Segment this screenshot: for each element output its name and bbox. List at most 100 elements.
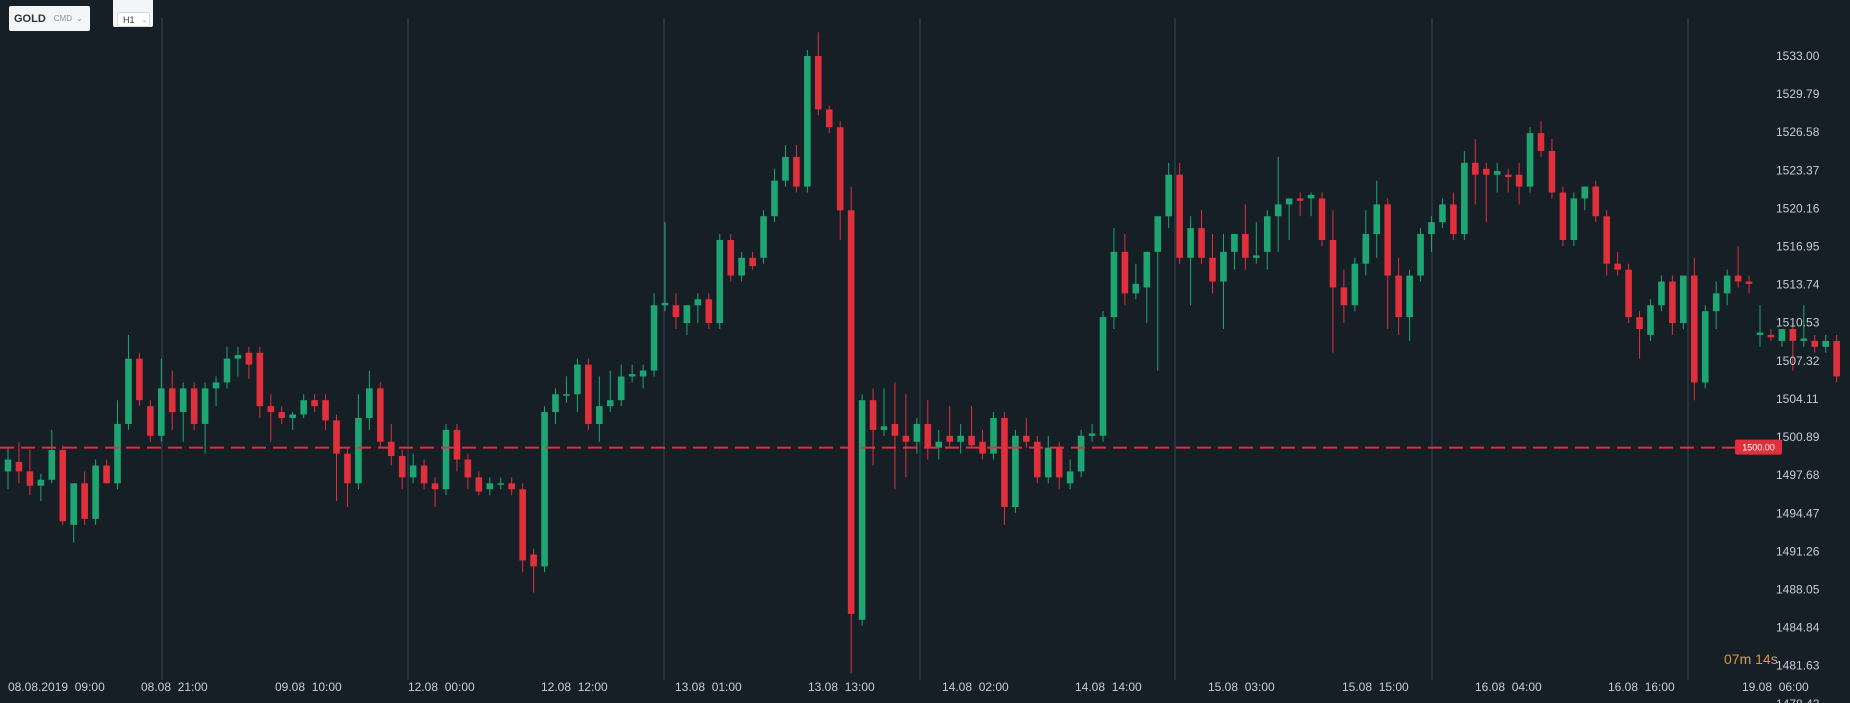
candle <box>1110 228 1118 329</box>
candle-body <box>563 394 570 396</box>
price-tick-label: 1513.74 <box>1776 278 1820 292</box>
candle <box>442 423 450 496</box>
candle <box>1285 198 1293 240</box>
timeframe-label: H1 <box>123 14 135 25</box>
candle <box>201 382 209 454</box>
candle-body <box>530 554 537 567</box>
candle <box>727 234 734 282</box>
candle-body <box>1811 340 1819 347</box>
candle-body <box>1614 263 1621 270</box>
candle <box>1822 334 1829 353</box>
candle-body <box>891 423 899 436</box>
candle-body <box>475 477 483 492</box>
candle-body <box>1647 305 1654 335</box>
candle <box>344 447 351 508</box>
candle-body <box>48 450 56 480</box>
candle <box>48 429 56 484</box>
candle-body <box>1669 281 1676 324</box>
candle <box>1417 228 1424 282</box>
price-tick-label: 1507.32 <box>1776 354 1820 368</box>
candle-body <box>223 358 231 383</box>
candle-body <box>1077 435 1085 472</box>
candle <box>1253 222 1260 264</box>
candle <box>409 453 417 484</box>
candle <box>1088 423 1096 442</box>
candle-body <box>1362 234 1370 264</box>
candle <box>650 293 658 377</box>
candle <box>968 406 975 448</box>
price-axis[interactable]: 1533.00 1529.79 1526.58 1523.37 1520.16 1516.… <box>1776 49 1820 703</box>
timeframe-selector[interactable]: H1 ⌄ <box>117 12 150 27</box>
candle-body <box>70 483 77 525</box>
candle <box>1734 245 1742 288</box>
candle <box>114 400 121 490</box>
candle-body <box>158 388 165 436</box>
candle <box>1493 162 1501 193</box>
candle <box>508 477 515 496</box>
candle-body <box>946 435 953 442</box>
session-separators <box>161 18 1689 680</box>
candle <box>234 346 242 377</box>
candle-body <box>1439 204 1446 223</box>
candle <box>300 394 307 419</box>
candle <box>70 483 77 543</box>
candle <box>1515 162 1523 205</box>
candle <box>585 358 592 430</box>
candle-body <box>628 374 636 377</box>
candle-body <box>1723 275 1731 294</box>
candle-body <box>1592 186 1600 217</box>
candle-body <box>606 400 614 407</box>
candle <box>1756 305 1764 347</box>
candle-body <box>1143 251 1151 288</box>
symbol-type-label: CMD <box>53 14 72 23</box>
candle-body <box>1165 174 1172 217</box>
price-tick-label: 1520.16 <box>1776 201 1820 215</box>
candle-body <box>793 156 800 187</box>
candle <box>1592 180 1600 223</box>
candle <box>92 459 99 525</box>
candle <box>179 382 187 442</box>
candle <box>628 364 636 383</box>
candle-body <box>1789 328 1797 341</box>
symbol-selector[interactable]: GOLD CMD ⌄ <box>9 6 90 31</box>
candle-body <box>15 461 23 472</box>
price-tick-label: 1500.89 <box>1776 430 1820 444</box>
candle-body <box>771 180 778 217</box>
candle <box>683 305 691 335</box>
candle <box>1176 162 1183 264</box>
candle <box>168 370 176 430</box>
countdown-seconds-unit: s <box>1770 651 1778 667</box>
time-tick-label: 09.08 10:00 <box>275 680 342 694</box>
candle-body <box>278 412 286 419</box>
candle <box>1077 429 1085 478</box>
candle-body <box>574 364 581 395</box>
candle <box>1263 210 1271 270</box>
candle <box>1034 435 1041 484</box>
candle-body <box>1603 216 1610 264</box>
candle <box>1044 435 1052 484</box>
candle <box>891 382 899 490</box>
candle-body <box>26 471 34 486</box>
candle <box>1439 198 1446 229</box>
candle-body <box>1800 338 1808 341</box>
candle-body <box>212 382 220 389</box>
candle-body <box>836 127 844 211</box>
current-price-tag-box <box>1735 439 1782 455</box>
candle-body <box>694 299 702 306</box>
candle <box>858 394 866 626</box>
candle <box>672 293 680 329</box>
candle <box>1001 412 1008 525</box>
candle-body <box>168 388 176 413</box>
time-tick-label: 16.08 04:00 <box>1475 680 1542 694</box>
candle <box>847 186 855 674</box>
candle <box>1143 251 1151 324</box>
candle <box>278 406 286 424</box>
candle-body <box>738 257 745 276</box>
countdown-seconds: 14 <box>1755 651 1771 667</box>
candle-body <box>1712 293 1720 312</box>
candle-body <box>1296 198 1304 201</box>
current-price-tag-label: 1500.00 <box>1742 443 1775 453</box>
time-axis[interactable]: 08.08.2019 09:00 08.08 21:00 09.08 10:00 12… <box>8 680 1809 694</box>
candle-body <box>1187 228 1194 258</box>
